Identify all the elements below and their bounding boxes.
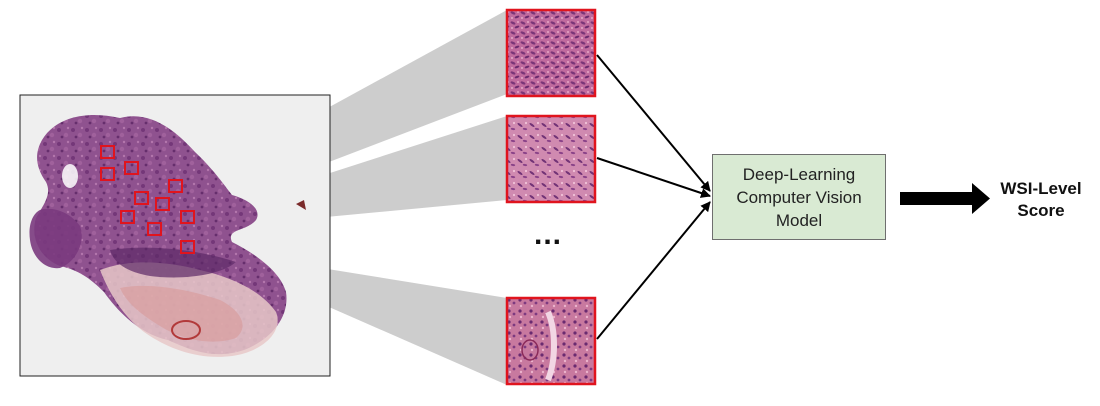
highlight-boxes bbox=[100, 145, 195, 254]
highlight-box bbox=[147, 222, 162, 236]
wsi-level-score-label: WSI-Level Score bbox=[986, 178, 1096, 222]
more-patches-ellipsis: ... bbox=[533, 218, 562, 251]
arrow-patch-3-to-model bbox=[596, 201, 711, 340]
highlight-box bbox=[124, 161, 139, 175]
output-arrow bbox=[900, 183, 990, 214]
highlight-box bbox=[168, 179, 183, 193]
score-label-line-1: WSI-Level bbox=[1000, 179, 1082, 198]
highlight-box bbox=[180, 240, 195, 254]
tile-patch-1 bbox=[505, 8, 597, 98]
highlight-box bbox=[134, 191, 149, 205]
highlight-box bbox=[100, 145, 115, 159]
arrow-patch-1-to-model bbox=[596, 54, 711, 192]
highlight-box bbox=[180, 210, 195, 224]
arrow-patch-2-to-model bbox=[596, 157, 711, 198]
model-label-line-1: Deep-Learning bbox=[742, 164, 856, 184]
tile-patch-3 bbox=[505, 296, 597, 386]
highlight-box bbox=[100, 167, 115, 181]
score-label-line-2: Score bbox=[1017, 201, 1065, 220]
deep-learning-model-box: Deep-Learning Computer Vision Model bbox=[712, 154, 886, 240]
highlight-box bbox=[120, 210, 135, 224]
highlight-box bbox=[155, 197, 170, 211]
tile-patch-2 bbox=[505, 114, 597, 204]
model-label-line-2: Computer Vision bbox=[736, 187, 862, 207]
model-label-line-3: Model bbox=[775, 210, 823, 230]
